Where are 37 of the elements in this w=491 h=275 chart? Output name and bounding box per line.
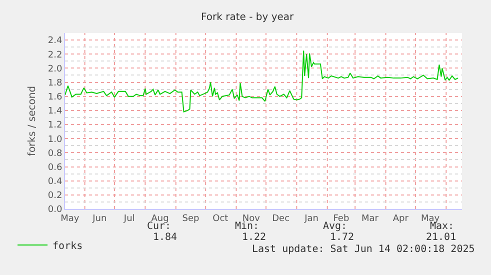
x-tick-label: Oct [212,214,229,224]
x-tick-label: Mar [361,214,379,224]
x-tick-label: Apr [392,214,409,224]
y-tick-label: 2.0 [48,64,62,74]
text: Min: [235,221,260,232]
text: Cur: [147,221,172,232]
y-tick-label: 0.8 [48,148,62,159]
text: Last update: Sat Jun 14 02:00:18 2025 [252,244,475,255]
y-tick-label: 2.4 [48,36,62,46]
x-tick-label: Jul [122,214,135,224]
text: 21.01 [426,232,456,243]
y-tick-label: 2.2 [48,50,62,60]
text: 1.22 [242,232,266,243]
x-tick-label: Dec [272,214,290,224]
line-series [65,50,459,112]
x-tick-label: Jan [304,214,318,224]
x-tick-label: May [60,214,80,224]
y-tick-label: 0.6 [48,162,62,173]
y-tick-label: 1.4 [48,106,62,117]
y-tick-label: 1.8 [48,78,62,88]
legend-label: forks [52,240,83,252]
x-tick-label: Sep [182,214,200,224]
chart-title: Fork rate - by year [201,12,295,23]
text: 1.84 [153,232,178,243]
text: 1.72 [330,232,354,243]
y-tick-label: 0.2 [48,191,62,202]
y-tick-label: 1.6 [48,92,62,103]
y-tick-label: 0.4 [48,176,62,187]
y-tick-label: 1.2 [48,120,62,131]
x-tick-label: May [421,214,440,224]
text: Avg: [323,221,348,232]
y-tick-label: 1.0 [48,134,62,145]
text: Max: [430,221,454,232]
x-tick-label: Feb [333,214,350,224]
x-tick-label: Jun [92,214,107,224]
y-tick-label: 0.0 [48,205,62,216]
y-axis-title: forks / second [27,86,38,156]
